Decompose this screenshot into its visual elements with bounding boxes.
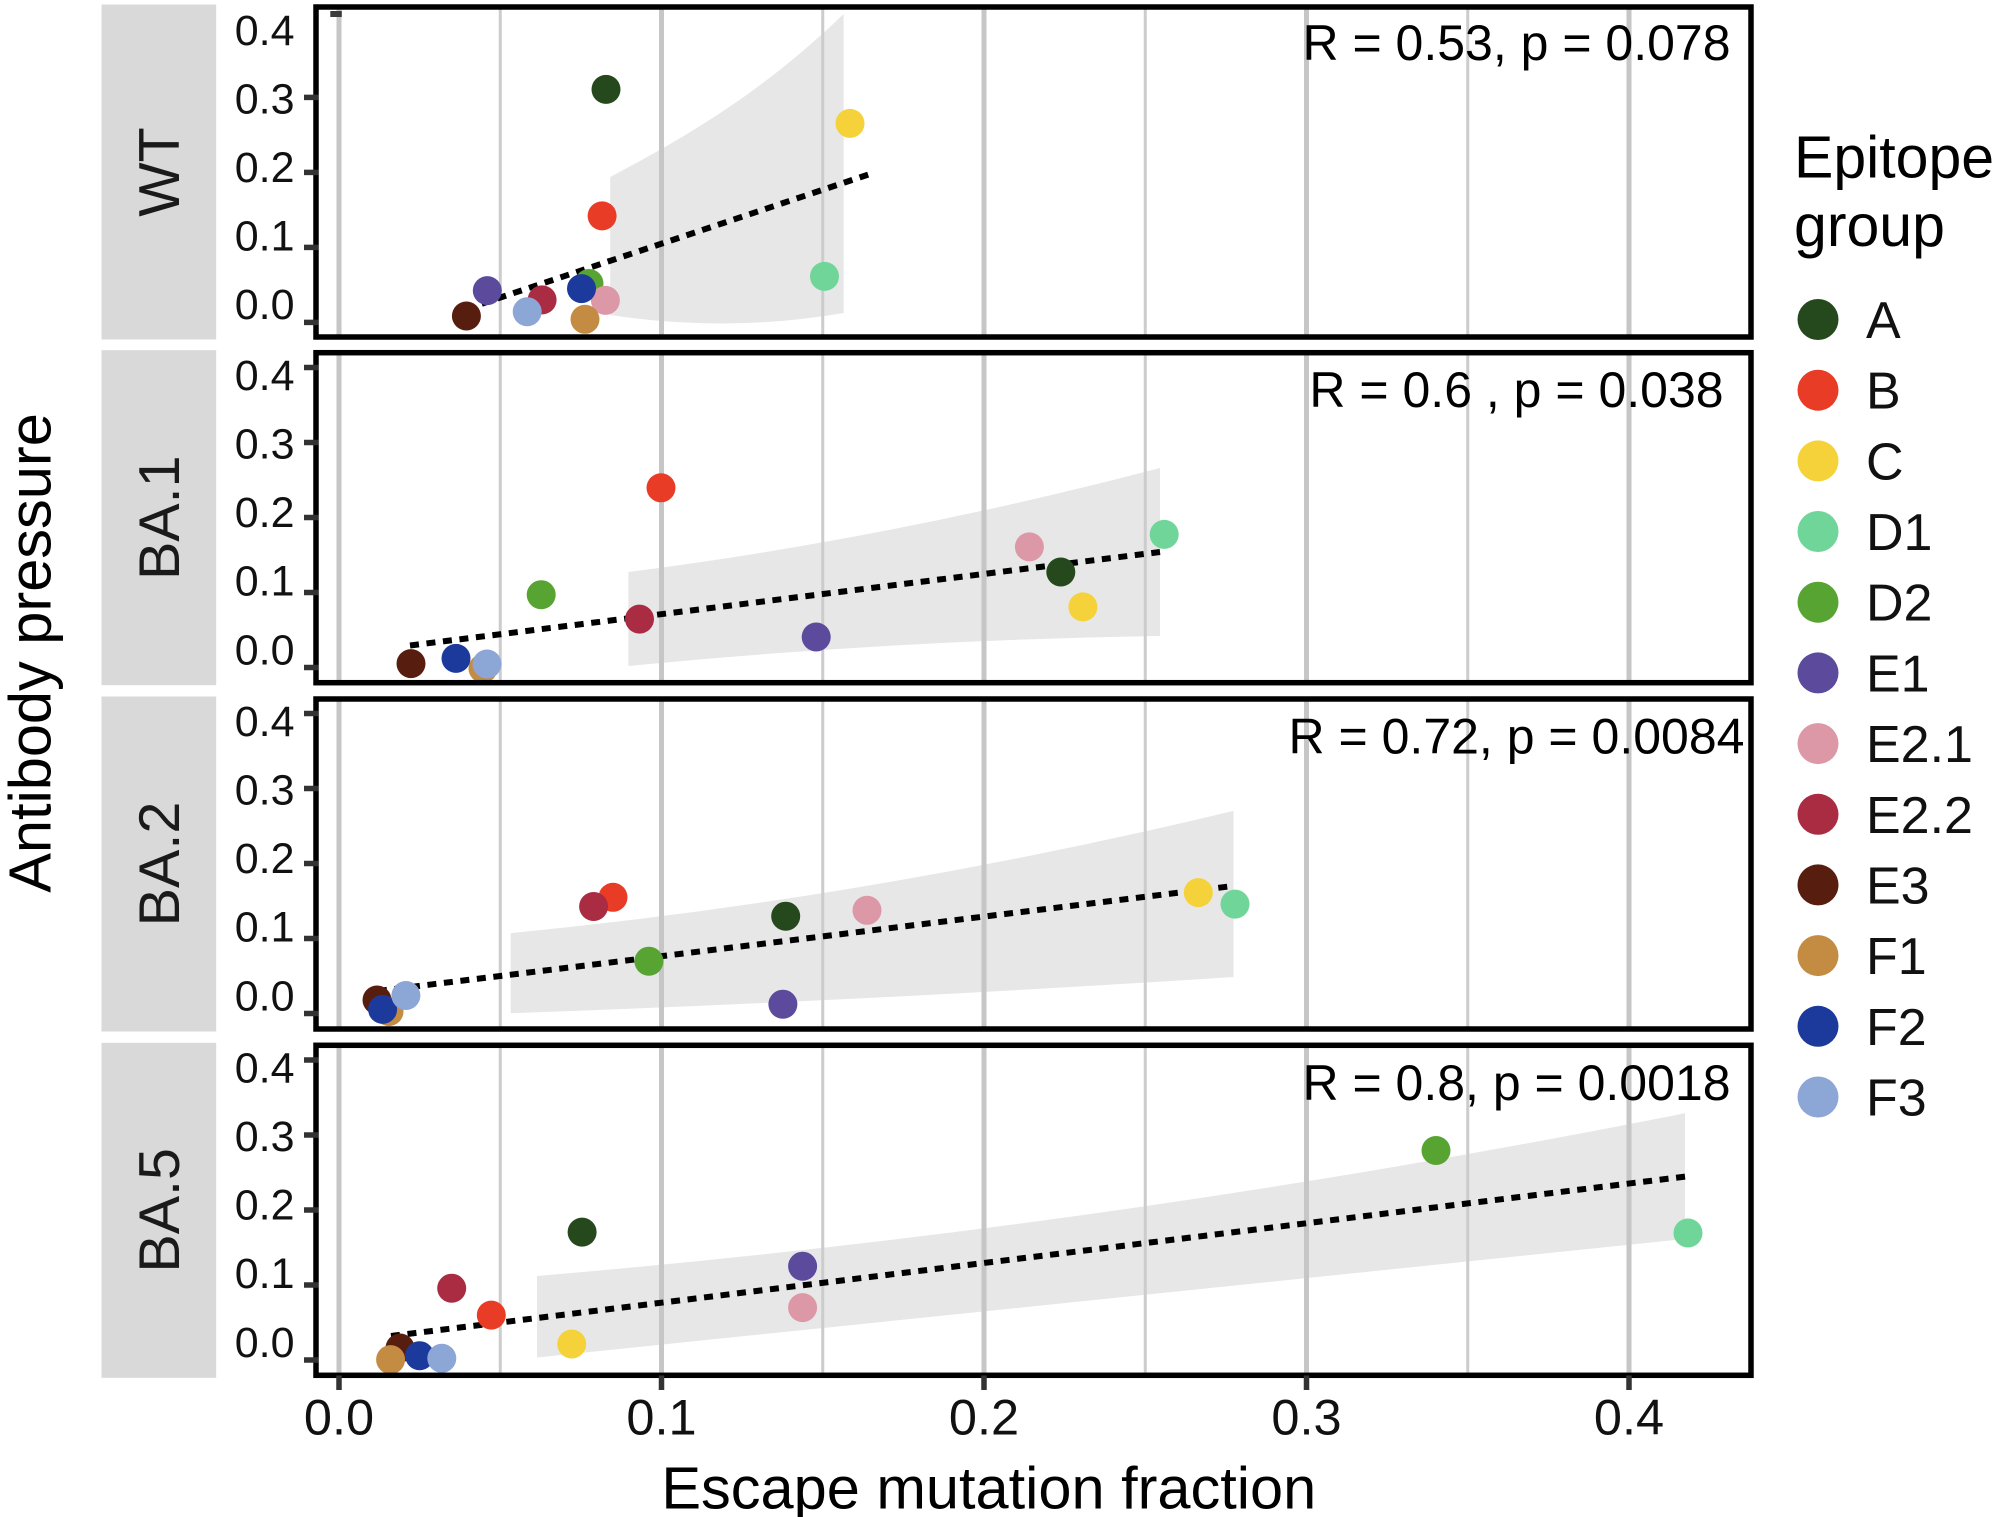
svg-text:WT: WT: [128, 127, 192, 216]
svg-text:BA.2: BA.2: [128, 802, 192, 927]
svg-text:E3: E3: [1866, 857, 1930, 915]
svg-text:A: A: [1866, 292, 1901, 350]
svg-text:Antibody pressure: Antibody pressure: [0, 413, 64, 893]
svg-text:0.2: 0.2: [235, 1182, 295, 1230]
svg-text:0.4: 0.4: [235, 1045, 295, 1093]
svg-text:BA.5: BA.5: [128, 1148, 192, 1273]
svg-text:F2: F2: [1866, 999, 1927, 1057]
svg-text:group: group: [1794, 193, 1945, 259]
svg-text:R = 0.72, p = 0.0084: R = 0.72, p = 0.0084: [1289, 709, 1745, 765]
svg-text:0.0: 0.0: [235, 281, 295, 329]
svg-text:0.4: 0.4: [235, 698, 295, 746]
svg-text:R = 0.6 , p = 0.038: R = 0.6 , p = 0.038: [1309, 362, 1723, 418]
svg-text:E2.2: E2.2: [1866, 787, 1973, 845]
svg-text:0.1: 0.1: [235, 213, 295, 261]
svg-text:0.3: 0.3: [235, 421, 295, 469]
svg-text:E1: E1: [1866, 645, 1930, 703]
svg-text:0.1: 0.1: [235, 558, 295, 606]
svg-text:E2.1: E2.1: [1866, 716, 1973, 774]
svg-text:D1: D1: [1866, 504, 1932, 562]
svg-text:F3: F3: [1866, 1070, 1927, 1128]
svg-text:C: C: [1866, 433, 1904, 491]
svg-text:0.4: 0.4: [1594, 1389, 1664, 1446]
svg-text:0.2: 0.2: [235, 144, 295, 192]
svg-text:0.4: 0.4: [235, 352, 295, 400]
svg-text:F1: F1: [1866, 928, 1927, 986]
svg-text:BA.1: BA.1: [128, 455, 192, 580]
svg-text:0.3: 0.3: [1271, 1389, 1341, 1446]
svg-text:Epitope: Epitope: [1794, 125, 1994, 191]
svg-text:0.1: 0.1: [235, 1250, 295, 1298]
svg-text:0.2: 0.2: [949, 1389, 1019, 1446]
svg-text:R = 0.53, p = 0.078: R = 0.53, p = 0.078: [1302, 15, 1730, 71]
svg-text:0.0: 0.0: [235, 1319, 295, 1367]
svg-text:0.2: 0.2: [235, 489, 295, 537]
svg-text:0.2: 0.2: [235, 835, 295, 883]
svg-text:0.0: 0.0: [235, 626, 295, 674]
svg-text:0.0: 0.0: [304, 1389, 374, 1446]
svg-text:0.3: 0.3: [235, 1113, 295, 1161]
svg-text:0.3: 0.3: [235, 76, 295, 124]
svg-text:Escape mutation fraction: Escape mutation fraction: [661, 1454, 1316, 1517]
svg-text:0.3: 0.3: [235, 767, 295, 815]
svg-text:0.1: 0.1: [235, 904, 295, 952]
svg-text:D2: D2: [1866, 575, 1932, 633]
svg-text:0.4: 0.4: [235, 7, 295, 55]
svg-text:R = 0.8, p = 0.0018: R = 0.8, p = 0.0018: [1302, 1055, 1730, 1111]
svg-text:0.1: 0.1: [626, 1389, 696, 1446]
svg-text:B: B: [1866, 363, 1901, 421]
svg-text:0.0: 0.0: [235, 972, 295, 1020]
